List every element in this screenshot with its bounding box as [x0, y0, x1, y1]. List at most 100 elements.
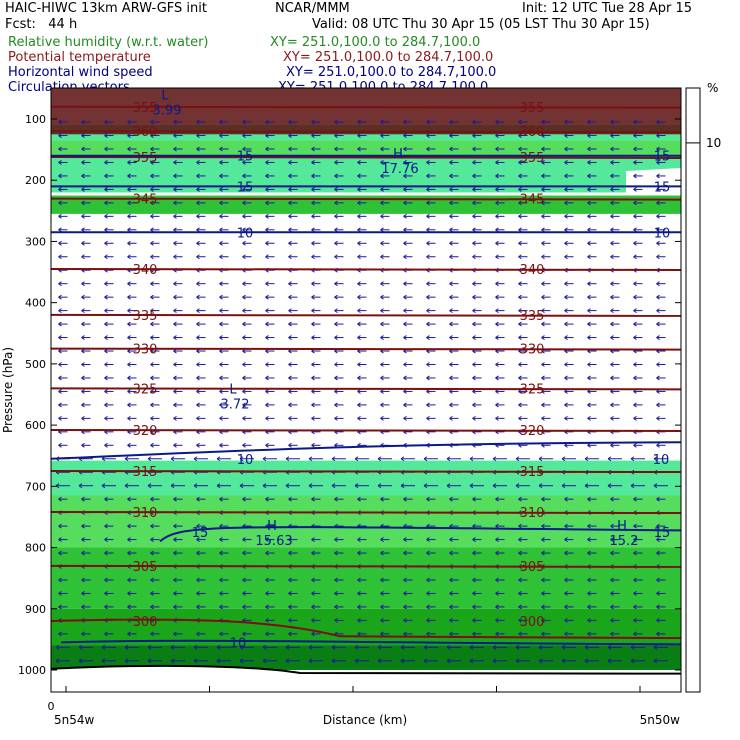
circulation-vector-head — [587, 119, 591, 125]
circulation-vector-head — [561, 644, 566, 650]
circulation-vector-head — [357, 537, 361, 542]
circulation-vector-head — [173, 173, 177, 179]
circulation-vector-head — [81, 442, 85, 448]
circulation-vector-head — [380, 415, 384, 421]
circulation-vector-head — [81, 389, 85, 394]
wind-contour-label: 15 — [654, 150, 671, 165]
circulation-vector-head — [173, 119, 177, 125]
circulation-vector-head — [515, 658, 520, 664]
field-rh-name: Relative humidity (w.r.t. water) — [8, 35, 209, 50]
circulation-vector-head — [538, 658, 543, 664]
circulation-vector-head — [541, 604, 545, 610]
circulation-vector-head — [81, 591, 85, 596]
circulation-vector-head — [104, 294, 108, 300]
circulation-vector-head — [426, 146, 430, 152]
circulation-vector-head — [584, 644, 589, 650]
circulation-vector-head — [173, 254, 177, 260]
circulation-vector-head — [150, 523, 154, 529]
circulation-vector-head — [334, 617, 338, 623]
header-center: NCAR/MMM — [275, 1, 350, 16]
circulation-vector-head — [587, 254, 591, 260]
circulation-vector-head — [196, 160, 200, 165]
circulation-vector-head — [127, 281, 131, 287]
circulation-vector-head — [518, 617, 522, 623]
circulation-vector-head — [127, 604, 131, 610]
circulation-vector-head — [449, 335, 453, 340]
circulation-vector-head — [357, 308, 361, 314]
circulation-vector-head — [656, 321, 660, 327]
circulation-vector-head — [633, 537, 637, 542]
circulation-vector-head — [242, 415, 246, 421]
circulation-vector-head — [311, 160, 315, 165]
circulation-vector-head — [173, 402, 177, 408]
circulation-vector-head — [127, 173, 131, 179]
circulation-vector-head — [150, 550, 154, 556]
circulation-vector-head — [472, 119, 476, 125]
circulation-vector-head — [633, 254, 637, 260]
circulation-vector-head — [380, 160, 384, 165]
theta-contour-label: 355 — [520, 151, 545, 166]
circulation-vector-head — [196, 362, 200, 367]
circulation-vector-head — [449, 308, 453, 314]
circulation-vector-head — [518, 254, 522, 260]
circulation-vector-head — [150, 308, 154, 314]
circulation-vector-head — [78, 644, 83, 650]
circulation-vector-head — [219, 335, 223, 340]
circulation-vector-head — [196, 200, 200, 206]
theta-contour-label: 360 — [133, 125, 158, 140]
circulation-vector-head — [495, 254, 499, 260]
circulation-vector-head — [173, 362, 177, 367]
circulation-vector-head — [288, 173, 292, 179]
circulation-vector-head — [633, 415, 637, 421]
circulation-vector-head — [101, 658, 106, 664]
circulation-vector-head — [196, 375, 200, 381]
colorbar-tick-label: 10 — [706, 136, 721, 150]
circulation-vector-head — [495, 604, 499, 610]
circulation-vector-head — [265, 240, 269, 246]
theta-contour — [50, 197, 682, 201]
circulation-vector-head — [472, 281, 476, 287]
circulation-vector-head — [288, 415, 292, 421]
circulation-vector-head — [334, 335, 338, 340]
circulation-vector-head — [127, 496, 131, 502]
circulation-vector-head — [656, 240, 660, 246]
circulation-vector-head — [564, 254, 568, 260]
circulation-vector-head — [288, 308, 292, 314]
circulation-vector-head — [55, 644, 60, 650]
circulation-vector-head — [426, 254, 430, 260]
circulation-vector-head — [81, 604, 85, 610]
theta-contour — [50, 387, 682, 391]
circulation-vector-head — [656, 604, 660, 610]
circulation-vector-head — [239, 456, 244, 462]
circulation-vector-head — [380, 375, 384, 381]
circulation-vector-head — [610, 160, 614, 165]
circulation-vector-head — [656, 537, 660, 542]
circulation-vector-head — [196, 537, 200, 542]
circulation-vector-head — [610, 173, 614, 179]
circulation-vector-head — [354, 644, 359, 650]
circulation-vector-head — [285, 658, 290, 664]
circulation-vector-head — [518, 321, 522, 327]
circulation-vector-head — [357, 591, 361, 596]
circulation-vector-head — [101, 644, 106, 650]
circulation-vector-head — [170, 483, 175, 489]
circulation-vector-head — [426, 591, 430, 596]
wind-contour-label: 15 — [237, 150, 254, 165]
circulation-vector-head — [104, 604, 108, 610]
circulation-vector-head — [150, 133, 154, 138]
circulation-vector-head — [518, 415, 522, 421]
circulation-vector-head — [472, 496, 476, 502]
circulation-vector-head — [193, 658, 198, 664]
circulation-vector-head — [656, 200, 660, 206]
circulation-vector-head — [104, 537, 108, 542]
circulation-vector-head — [518, 402, 522, 408]
circulation-vector-head — [610, 537, 614, 542]
circulation-vector-head — [518, 577, 522, 583]
circulation-vector-head — [104, 213, 108, 219]
circulation-vector-head — [81, 415, 85, 421]
circulation-vector-head — [334, 550, 338, 556]
circulation-vector-head — [150, 442, 154, 448]
circulation-vector-head — [193, 644, 198, 650]
circulation-vector-head — [173, 631, 177, 637]
circulation-vector-head — [380, 537, 384, 542]
